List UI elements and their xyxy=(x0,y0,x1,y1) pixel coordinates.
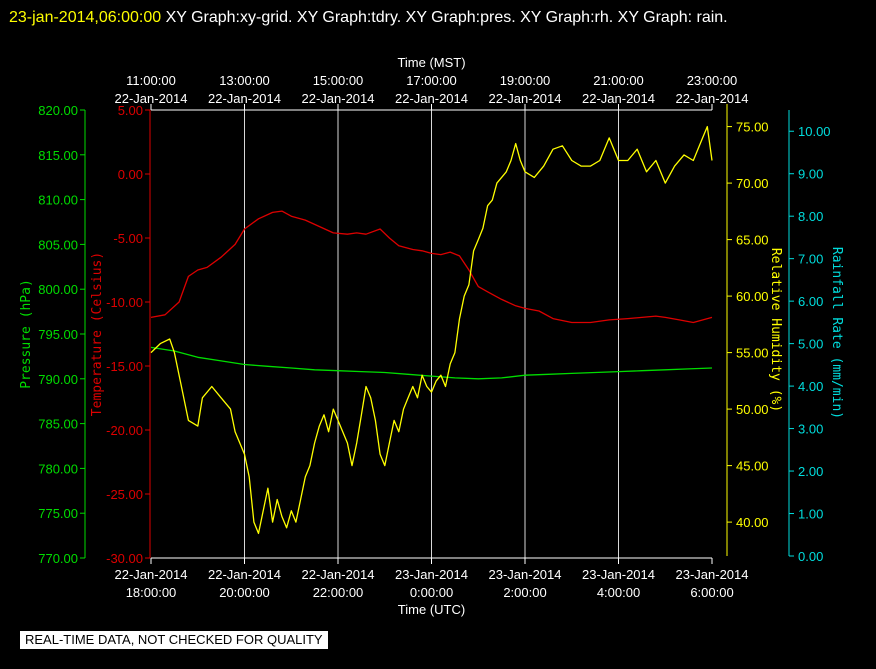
rain-axis-tick-label: 9.00 xyxy=(798,167,823,182)
bottom-axis-tick-time: 2:00:00 xyxy=(503,585,546,600)
rain-axis-label: Rainfall Rate (mm/min) xyxy=(829,247,844,419)
pressure-axis-label: Pressure (hPa) xyxy=(19,279,34,389)
bottom-axis-tick-time: 18:00:00 xyxy=(126,585,177,600)
temperature-axis-tick-label: -30.00 xyxy=(106,551,143,566)
bottom-axis-tick-date: 23-Jan-2014 xyxy=(395,567,468,582)
rain-axis-tick-label: 6.00 xyxy=(798,294,823,309)
bottom-axis-tick-time: 22:00:00 xyxy=(313,585,364,600)
top-axis-tick-time: 11:00:00 xyxy=(126,73,176,88)
humidity-series-line xyxy=(150,125,713,535)
rain-axis-tick-label: 3.00 xyxy=(798,422,823,437)
rain-axis-tick-label: 4.00 xyxy=(798,379,823,394)
pressure-axis-tick-label: 785.00 xyxy=(38,417,78,432)
pressure-axis-tick-label: 770.00 xyxy=(38,551,78,566)
pressure-axis-tick-label: 780.00 xyxy=(38,461,78,476)
humidity-axis-tick-label: 55.00 xyxy=(736,346,769,361)
top-axis-label: Time (MST) xyxy=(397,55,465,70)
top-axis-tick-date: 22-Jan-2014 xyxy=(489,91,562,106)
humidity-axis-tick-label: 50.00 xyxy=(736,402,769,417)
pressure-axis-tick-label: 800.00 xyxy=(38,282,78,297)
top-axis-tick-time: 13:00:00 xyxy=(219,73,270,88)
rain-axis-tick-label: 8.00 xyxy=(798,209,823,224)
rain-axis-tick-label: 0.00 xyxy=(798,549,823,564)
bottom-axis-tick-date: 23-Jan-2014 xyxy=(489,567,562,582)
bottom-axis-tick-time: 20:00:00 xyxy=(219,585,270,600)
temperature-axis-tick-label: -10.00 xyxy=(106,295,143,310)
temperature-axis-tick-label: -20.00 xyxy=(106,423,143,438)
temperature-axis-tick-label: -5.00 xyxy=(113,231,143,246)
humidity-axis-tick-label: 60.00 xyxy=(736,289,769,304)
bottom-axis-tick-time: 4:00:00 xyxy=(597,585,640,600)
bottom-axis-tick-date: 22-Jan-2014 xyxy=(208,567,281,582)
quality-notice: REAL-TIME DATA, NOT CHECKED FOR QUALITY xyxy=(20,631,328,649)
bottom-axis-tick-time: 6:00:00 xyxy=(690,585,733,600)
pressure-axis-tick-label: 810.00 xyxy=(38,193,78,208)
top-axis-tick-time: 23:00:00 xyxy=(687,73,738,88)
top-axis-tick-date: 22-Jan-2014 xyxy=(115,91,188,106)
header-timestamp: 23-jan-2014,06:00:00 xyxy=(9,9,162,26)
pressure-axis-tick-label: 820.00 xyxy=(38,103,78,118)
pressure-axis-tick-label: 775.00 xyxy=(38,506,78,521)
bottom-axis-tick-date: 23-Jan-2014 xyxy=(676,567,749,582)
humidity-axis-tick-label: 70.00 xyxy=(736,176,769,191)
top-axis-tick-date: 22-Jan-2014 xyxy=(676,91,749,106)
temperature-axis-tick-label: 0.00 xyxy=(118,167,143,182)
pressure-axis-tick-label: 790.00 xyxy=(38,372,78,387)
rain-axis-tick-label: 7.00 xyxy=(798,252,823,267)
temperature-axis-tick-label: 5.00 xyxy=(118,103,143,118)
bottom-axis-tick-date: 23-Jan-2014 xyxy=(582,567,655,582)
temperature-axis-label: Temperature (Celsius) xyxy=(90,252,105,416)
rain-axis-tick-label: 2.00 xyxy=(798,464,823,479)
temperature-axis-tick-label: -25.00 xyxy=(106,487,143,502)
bottom-axis-tick-date: 22-Jan-2014 xyxy=(115,567,188,582)
top-axis-tick-date: 22-Jan-2014 xyxy=(208,91,281,106)
top-axis-tick-date: 22-Jan-2014 xyxy=(582,91,655,106)
top-axis-tick-time: 15:00:00 xyxy=(313,73,364,88)
humidity-axis-label: Relative Humidity (%) xyxy=(768,248,783,412)
header-title: 23-jan-2014,06:00:00 XY Graph:xy-grid. X… xyxy=(9,3,869,32)
bottom-axis-tick-date: 22-Jan-2014 xyxy=(302,567,375,582)
top-axis-tick-date: 22-Jan-2014 xyxy=(395,91,468,106)
top-axis-tick-date: 22-Jan-2014 xyxy=(302,91,375,106)
bottom-axis-label: Time (UTC) xyxy=(398,602,465,617)
rain-axis-tick-label: 5.00 xyxy=(798,337,823,352)
pressure-series-line xyxy=(150,346,713,380)
humidity-axis-tick-label: 75.00 xyxy=(736,120,769,135)
bottom-axis-tick-time: 0:00:00 xyxy=(410,585,453,600)
pressure-axis-tick-label: 815.00 xyxy=(38,148,78,163)
top-axis-tick-time: 17:00:00 xyxy=(406,73,457,88)
temperature-axis-tick-label: -15.00 xyxy=(106,359,143,374)
temperature-series-line xyxy=(150,210,713,324)
header-description: XY Graph:xy-grid. XY Graph:tdry. XY Grap… xyxy=(165,9,728,26)
top-axis-tick-time: 19:00:00 xyxy=(500,73,551,88)
humidity-axis-tick-label: 40.00 xyxy=(736,515,769,530)
rain-axis-tick-label: 10.00 xyxy=(798,124,831,139)
top-axis-tick-time: 21:00:00 xyxy=(593,73,644,88)
pressure-axis-tick-label: 805.00 xyxy=(38,237,78,252)
pressure-axis-tick-label: 795.00 xyxy=(38,327,78,342)
rain-axis-tick-label: 1.00 xyxy=(798,507,823,522)
humidity-axis-tick-label: 65.00 xyxy=(736,233,769,248)
humidity-axis-tick-label: 45.00 xyxy=(736,459,769,474)
